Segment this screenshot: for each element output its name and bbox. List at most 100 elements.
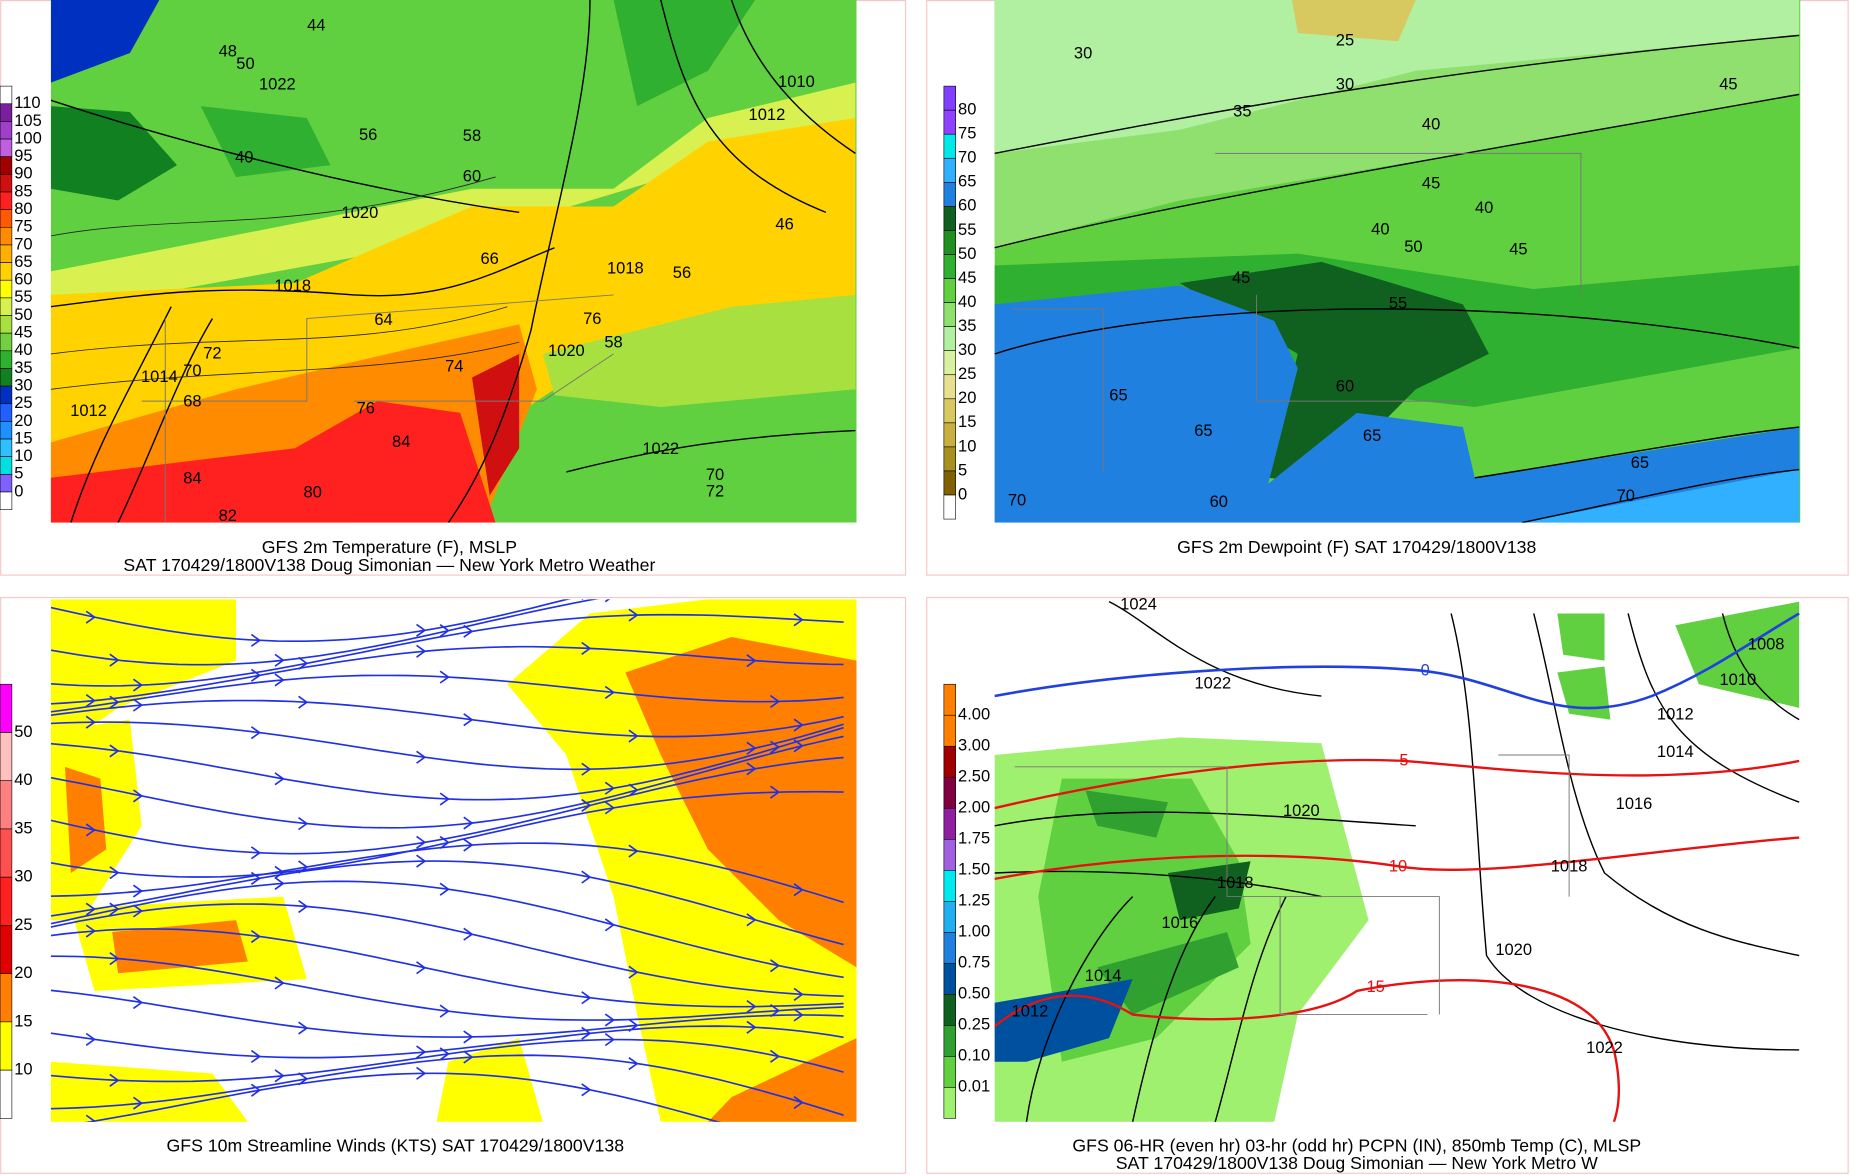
stream-arrow (439, 1047, 450, 1061)
stream-arrow (628, 844, 639, 858)
stream-arrow (416, 750, 427, 764)
stream-arrow (132, 698, 144, 712)
contour-label: 1010 (778, 73, 815, 91)
contour-label: 1012 (749, 106, 786, 124)
map-shape (1450, 613, 1800, 1051)
colorbar-label: 75 (14, 218, 32, 236)
stream-arrow (628, 783, 639, 797)
stream-arrow (85, 902, 96, 916)
streamline (50, 699, 844, 738)
colorbar-label: 25 (958, 365, 976, 383)
contour-label: 70 (1617, 487, 1635, 505)
colorbar-swatch (943, 206, 956, 231)
colorbar-swatch (0, 209, 13, 228)
stream-arrow (132, 995, 144, 1010)
contour-label: 30 (1074, 45, 1092, 63)
colorbar-swatch (943, 1025, 956, 1057)
contour-label: 82 (219, 507, 237, 525)
contour-label: 1022 (1194, 675, 1231, 693)
contour-label: 1020 (1283, 802, 1320, 820)
map-shape (1085, 790, 1169, 838)
contour-label: 15 (1366, 978, 1384, 996)
colorbar-label: 75 (958, 125, 976, 143)
colorbar-label: 15 (14, 1012, 32, 1030)
contour-label: 1014 (1657, 743, 1694, 761)
colorbar-label: 0.25 (958, 1016, 990, 1034)
colorbar-label: 5 (14, 465, 23, 483)
stream-arrow (109, 902, 120, 916)
stream-arrow (416, 1045, 427, 1059)
streamline (50, 989, 844, 1038)
colorbar-swatch (943, 870, 956, 902)
map-shape (50, 341, 520, 390)
colorbar-label: 35 (14, 359, 32, 377)
colorbar-label: 10 (958, 437, 976, 455)
map-shape (994, 308, 1800, 355)
map-shape (1721, 613, 1800, 721)
colorbar-label: 45 (958, 269, 976, 287)
colorbar-label: 25 (14, 916, 32, 934)
colorbar-label: 1.75 (958, 830, 990, 848)
colorbar-swatch (0, 385, 13, 405)
colorbar-swatch (943, 932, 956, 964)
wind-map (50, 599, 857, 1122)
colorbar-swatch (0, 156, 13, 175)
contour-label: 45 (1422, 174, 1440, 192)
contour-label: 44 (307, 16, 325, 34)
colorbar-swatch (0, 876, 13, 926)
streamline (50, 756, 844, 855)
stream-arrow (85, 1032, 96, 1046)
colorbar-label: 40 (14, 341, 32, 359)
colorbar-label: 20 (14, 412, 32, 430)
colorbar-swatch (943, 254, 956, 279)
contour-label: 40 (1371, 220, 1389, 238)
stream-arrow (463, 816, 474, 830)
colorbar-swatch (0, 332, 13, 352)
streamline (50, 735, 844, 829)
contour-label: 60 (1336, 377, 1354, 395)
contour-label: 35 (1233, 102, 1251, 120)
contour-label: 1022 (259, 75, 296, 93)
stream-arrow (581, 1083, 592, 1097)
map-shape (1533, 613, 1800, 957)
contour-label: 1014 (141, 368, 178, 386)
contour-label: 50 (236, 55, 254, 73)
map-shape (994, 612, 1800, 710)
contour-label: 1022 (642, 440, 679, 458)
streamline (50, 860, 844, 946)
stream-arrow (793, 1008, 804, 1022)
contour-label: 30 (1336, 75, 1354, 93)
stream-arrow (250, 871, 262, 885)
colorbar-label: 0.75 (958, 954, 990, 972)
colorbar-swatch (943, 745, 956, 778)
isobars (994, 601, 1800, 1122)
stream-arrow (439, 882, 450, 896)
colorbar-label: 1.25 (958, 892, 990, 910)
contour-label: 45 (1509, 240, 1527, 258)
map-shape (50, 0, 160, 83)
stream-arrow (274, 653, 285, 667)
colorbar-swatch (943, 422, 956, 448)
streamline (50, 613, 844, 687)
colorbar-label: 95 (14, 147, 32, 165)
colorbar-swatch (943, 470, 956, 496)
stream-arrow (463, 713, 474, 727)
contour-label: 65 (1631, 454, 1649, 472)
colorbar-label: 90 (14, 165, 32, 183)
stream-arrow (628, 729, 639, 743)
colorbar-label: 110 (14, 94, 40, 112)
stream-arrow (581, 1026, 592, 1040)
colorbar-label: 25 (14, 394, 32, 412)
borders (141, 294, 614, 523)
stream-arrow (416, 644, 427, 658)
stream-arrow (274, 772, 285, 786)
caption: GFS 2m Temperature (F), MSLP (262, 537, 517, 557)
contour-label: 1012 (1012, 1003, 1049, 1021)
colorbar-label: 85 (14, 182, 32, 200)
map-shape (50, 99, 520, 214)
stream-arrow (250, 1083, 262, 1097)
map-shape (1291, 0, 1416, 42)
map-shape (50, 247, 555, 308)
stream-arrow (463, 1050, 474, 1064)
colorbar-swatch (943, 446, 956, 472)
